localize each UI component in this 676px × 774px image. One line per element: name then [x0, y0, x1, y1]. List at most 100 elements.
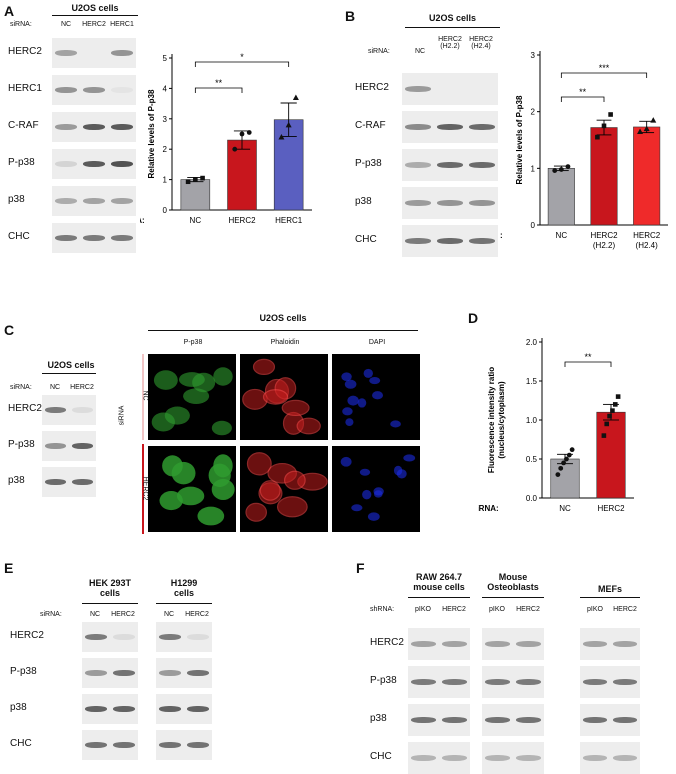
- panel-b-cell-title: U2OS cells: [428, 13, 477, 23]
- data-point: [285, 121, 292, 128]
- panel-e-band: [159, 634, 181, 640]
- panel-b-band: [437, 238, 463, 244]
- cell-stain: [390, 420, 401, 428]
- panel-a-band: [111, 198, 133, 204]
- panel-f-band: [442, 755, 467, 761]
- panel-e-band: [113, 706, 135, 712]
- panel-e-band: [113, 742, 135, 748]
- data-point: [200, 175, 205, 181]
- panel-c-row-label: HERC2: [8, 403, 42, 414]
- panel-c-side-label: siRNA: [118, 405, 126, 426]
- y-tick-label: 0.0: [526, 494, 538, 503]
- stain-label-p-p38: P-p38: [183, 339, 203, 346]
- panel-e-lane-4: HERC2: [185, 611, 209, 618]
- panel-label-e: E: [4, 560, 14, 576]
- y-tick-label: 2: [531, 108, 536, 117]
- panel-f-band: [516, 755, 541, 761]
- panel-f-group-2: Mouse Osteoblasts: [487, 572, 539, 592]
- cell-stain: [345, 418, 354, 426]
- cell-stain: [357, 398, 367, 408]
- panel-b-band: [469, 124, 495, 130]
- panel-f-band: [485, 755, 510, 761]
- panel-a-band: [111, 50, 133, 56]
- panel-a-row-label: C-RAF: [8, 120, 39, 131]
- cell-stain: [252, 358, 276, 376]
- y-tick-label: 2.0: [526, 338, 538, 347]
- cell-stain: [159, 491, 183, 511]
- panel-label-b: B: [345, 8, 356, 24]
- panel-c-cell-title: U2OS cells: [47, 360, 95, 370]
- cell-stain: [183, 388, 210, 404]
- category-label: HERC2: [597, 504, 625, 513]
- panel-a-cell-title: U2OS cells: [71, 3, 119, 13]
- panel-f-row-label: P-p38: [370, 675, 397, 686]
- category-label: HERC2: [590, 231, 618, 240]
- bar: [180, 179, 211, 211]
- data-point: [292, 94, 299, 101]
- panel-b-band: [469, 238, 495, 244]
- data-point: [650, 117, 657, 123]
- panel-f-band: [583, 641, 607, 647]
- panel-label-c: C: [4, 322, 15, 338]
- panel-label-f: F: [356, 560, 365, 576]
- panel-f-row-label: HERC2: [370, 637, 404, 648]
- cell-stain: [192, 372, 216, 393]
- y-tick-label: 4: [163, 84, 168, 93]
- panel-c-band: [72, 443, 93, 449]
- panel-e-lane-1: NC: [89, 611, 101, 618]
- y-axis-label: Relative levels of P-p38: [515, 95, 524, 184]
- panel-f-band: [613, 755, 637, 761]
- panel-e-band: [187, 706, 209, 712]
- panel-f-lane-1: pIKO: [415, 606, 431, 613]
- panel-e-band: [159, 742, 181, 748]
- data-point: [610, 408, 615, 413]
- panel-b-row-label: C-RAF: [355, 120, 386, 131]
- panel-a-row-label: HERC2: [8, 46, 42, 57]
- cell-stain: [363, 368, 373, 378]
- panel-b-band: [469, 162, 495, 168]
- panel-f-blot-strip: [580, 742, 640, 774]
- panel-f-band: [583, 755, 607, 761]
- panel-f-blot-strip: [580, 628, 640, 660]
- panel-e-row-label: CHC: [10, 738, 32, 749]
- y-tick-label: 5: [163, 54, 168, 63]
- y-tick-label: 1.5: [526, 377, 538, 386]
- micro-dapi-herc2: [332, 446, 420, 532]
- data-point: [601, 123, 607, 129]
- category-label: NC: [190, 216, 202, 225]
- data-point: [615, 394, 621, 399]
- cell-stain: [340, 456, 352, 467]
- cell-stain: [342, 407, 353, 416]
- data-point: [601, 433, 607, 438]
- cell-stain: [396, 469, 407, 479]
- data-point: [558, 465, 564, 471]
- panel-a-band: [83, 235, 105, 241]
- panel-label-a: A: [4, 3, 15, 19]
- cell-stain: [296, 417, 321, 435]
- panel-a-band: [55, 235, 77, 241]
- panel-a-band: [55, 198, 77, 204]
- panel-f-group-1: RAW 264.7 mouse cells: [413, 572, 465, 592]
- micro-phaloidin-herc2: [240, 446, 328, 532]
- bar: [590, 127, 618, 226]
- cell-stain: [344, 379, 357, 389]
- panel-b-lane-1: NC: [414, 48, 426, 55]
- panel-b-row-label: CHC: [355, 234, 377, 245]
- panel-e-row-label: p38: [10, 702, 27, 713]
- panel-f-lane-4: HERC2: [516, 606, 540, 613]
- cell-stain: [373, 487, 384, 496]
- panel-c-band: [45, 443, 66, 449]
- panel-c-micro-title: U2OS cells: [259, 313, 307, 323]
- panel-a-bar-chart: 0 1 2 3 4 5 Relative levels of P-p38 NC HERC2 HER…: [140, 52, 312, 225]
- panel-a-row-label: p38: [8, 194, 25, 205]
- panel-b-band: [469, 200, 495, 206]
- cell-stain: [372, 391, 384, 400]
- panel-label-d: D: [468, 310, 479, 326]
- panel-b-band: [405, 124, 431, 130]
- panel-c-sirna-label: siRNA:: [10, 384, 32, 391]
- data-point: [566, 452, 572, 458]
- y-tick-label: 0: [163, 206, 168, 215]
- panel-b-band: [437, 162, 463, 168]
- significance-label: **: [579, 87, 587, 97]
- cell-stain: [369, 376, 381, 385]
